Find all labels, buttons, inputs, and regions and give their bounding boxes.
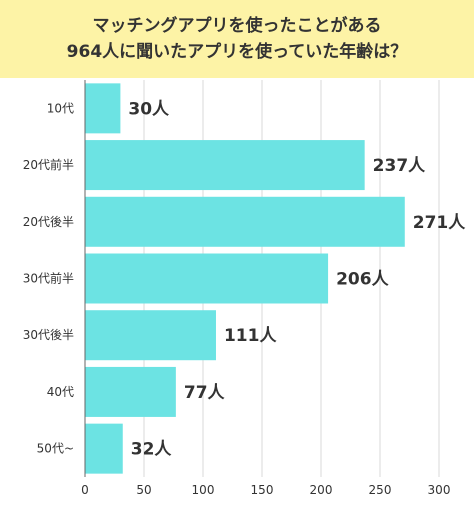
category-label-2: 20代後半 — [23, 215, 74, 229]
bar-3 — [85, 253, 329, 304]
category-label-0: 10代 — [47, 101, 74, 115]
chart-title-line-1: マッチングアプリを使ったことがある — [92, 16, 382, 36]
bar-5 — [85, 366, 176, 417]
bar-0 — [85, 83, 121, 134]
category-label-1: 20代前半 — [23, 157, 74, 172]
value-label-3: 206人 — [336, 270, 389, 290]
category-label-3: 30代前半 — [23, 271, 74, 286]
value-label-0: 30人 — [128, 99, 170, 119]
x-tick-label-5: 250 — [369, 483, 392, 497]
value-label-4: 111人 — [224, 326, 277, 346]
bar-4 — [85, 310, 216, 361]
x-tick-label-0: 0 — [81, 483, 89, 497]
x-tick-label-6: 300 — [428, 483, 451, 497]
x-tick-label-1: 50 — [136, 483, 151, 497]
bar-1 — [85, 140, 365, 191]
value-label-2: 271人 — [413, 213, 466, 233]
chart-title-line-2: 964人に聞いたアプリを使っていた年齢は？ — [66, 42, 408, 62]
category-label-5: 40代 — [47, 385, 74, 399]
value-label-5: 77人 — [184, 383, 226, 403]
chart-title-band: マッチングアプリを使ったことがある 964人に聞いたアプリを使っていた年齢は？ — [0, 0, 474, 78]
x-tick-label-4: 200 — [310, 483, 333, 497]
category-label-6: 50代~ — [37, 442, 74, 456]
category-label-4: 30代後半 — [23, 328, 74, 342]
value-label-1: 237人 — [373, 156, 426, 176]
bar-6 — [85, 423, 123, 474]
value-label-6: 32人 — [131, 440, 173, 460]
bar-2 — [85, 196, 405, 247]
x-tick-label-3: 150 — [251, 483, 274, 497]
x-tick-label-2: 100 — [192, 483, 215, 497]
